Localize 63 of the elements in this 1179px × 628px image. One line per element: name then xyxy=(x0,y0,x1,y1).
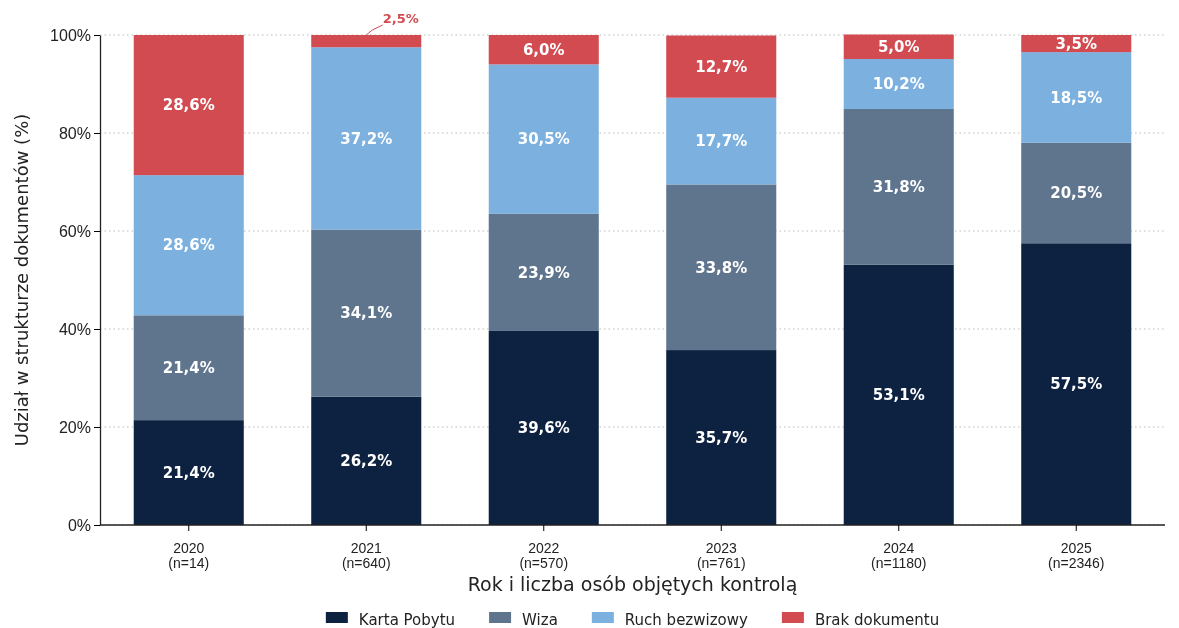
data-label: 12,7% xyxy=(695,57,748,76)
data-label: 34,1% xyxy=(340,304,393,323)
bar xyxy=(133,175,244,316)
bar xyxy=(666,97,777,185)
data-label: 57,5% xyxy=(1050,375,1103,394)
legend-label: Karta Pobytu xyxy=(358,610,456,628)
y-tick-label: 80% xyxy=(58,124,91,142)
y-tick-label: 40% xyxy=(58,320,91,338)
data-label: 18,5% xyxy=(1050,88,1103,107)
bar xyxy=(666,184,777,351)
data-label: 23,9% xyxy=(517,263,570,282)
y-axis-title: Udział w strukturze dokumentów (%) xyxy=(11,113,32,447)
data-label: 20,5% xyxy=(1050,184,1103,203)
bar xyxy=(133,420,244,525)
bar xyxy=(1021,52,1132,143)
data-label: 26,2% xyxy=(340,452,393,471)
data-label: 33,8% xyxy=(695,258,748,277)
x-tick-label: 2023 (n=761) xyxy=(696,539,746,572)
bar xyxy=(666,35,777,98)
y-tick-label: 100% xyxy=(50,26,91,44)
x-tick-label: 2025 (n=2346) xyxy=(1048,539,1105,572)
x-tick-label: 2022 (n=570) xyxy=(519,539,569,572)
data-label: 28,6% xyxy=(162,96,215,115)
bar xyxy=(843,59,954,109)
data-label: 53,1% xyxy=(872,386,925,405)
x-tick-label: 2024 (n=1180) xyxy=(871,539,927,572)
x-axis-title: Rok i liczba osób objętych kontrolą xyxy=(467,573,798,595)
data-label: 6,0% xyxy=(522,40,565,59)
data-label: 3,5% xyxy=(1055,34,1098,53)
data-label: 5,0% xyxy=(877,38,920,57)
data-label: 21,4% xyxy=(162,463,215,482)
x-tick-label: 2021 (n=640) xyxy=(341,539,391,572)
bar xyxy=(488,64,599,214)
bar xyxy=(843,108,954,265)
bar xyxy=(666,350,777,525)
legend-label: Brak dokumentu xyxy=(814,610,940,628)
bar xyxy=(1021,243,1132,525)
data-label: 17,7% xyxy=(695,132,748,151)
bar xyxy=(311,35,422,48)
y-tick-label: 60% xyxy=(58,222,91,240)
bar xyxy=(488,330,599,525)
bar xyxy=(488,213,599,331)
data-label: 2,5% xyxy=(382,11,419,26)
data-label: 30,5% xyxy=(517,130,570,149)
data-label: 28,6% xyxy=(162,236,215,255)
data-label: 10,2% xyxy=(872,75,925,94)
data-label: 31,8% xyxy=(872,178,925,197)
y-tick-label: 0% xyxy=(67,516,91,534)
data-label: 39,6% xyxy=(517,419,570,438)
legend-label: Wiza xyxy=(522,610,558,628)
bar xyxy=(311,47,422,230)
bar xyxy=(311,396,422,525)
bar xyxy=(843,264,954,525)
bar xyxy=(1021,142,1132,244)
data-label: 37,2% xyxy=(340,129,393,148)
bar xyxy=(133,35,244,176)
bar xyxy=(311,229,422,397)
legend-label: Ruch bezwizowy xyxy=(624,610,748,628)
x-tick-label: 2020 (n=14) xyxy=(168,539,210,572)
data-label: 21,4% xyxy=(162,358,215,377)
y-tick-label: 20% xyxy=(58,418,91,436)
data-label: 35,7% xyxy=(695,428,748,447)
bar xyxy=(133,315,244,421)
